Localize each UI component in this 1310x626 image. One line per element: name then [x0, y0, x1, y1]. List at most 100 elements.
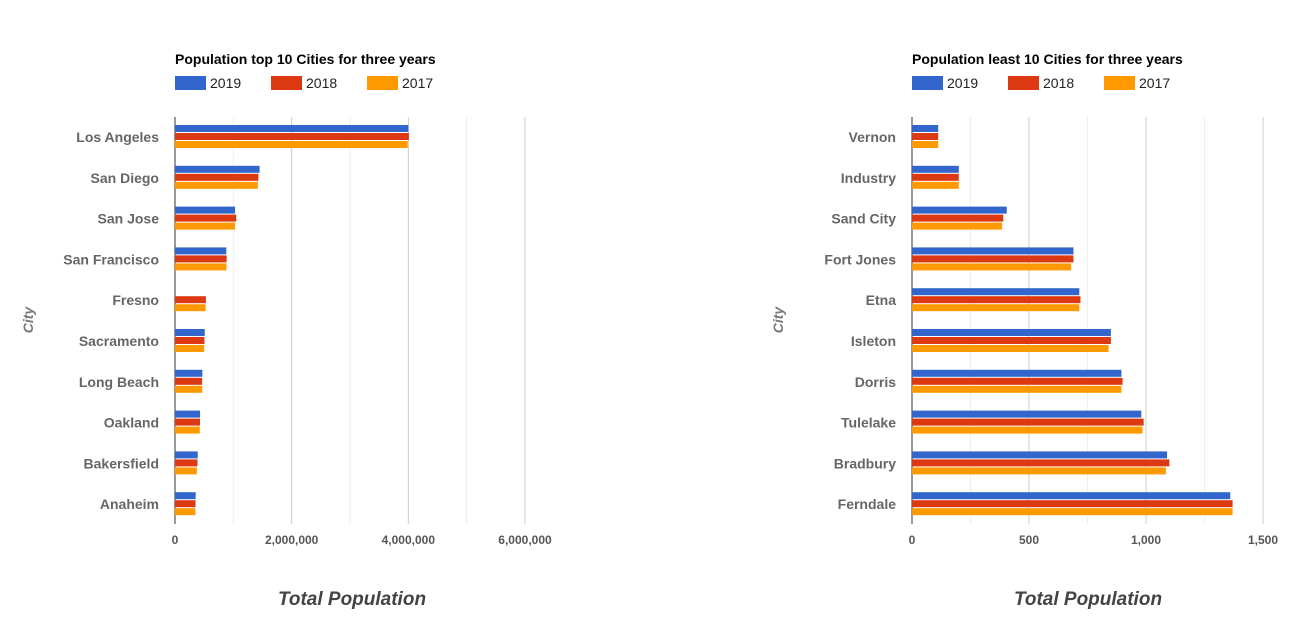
legend-label: 2019	[210, 75, 241, 91]
legend-label: 2019	[947, 75, 978, 91]
category-label: Bradbury	[834, 455, 896, 471]
bar-2019	[175, 247, 227, 255]
bar-2018	[912, 255, 1074, 263]
category-label: San Jose	[98, 211, 160, 227]
bar-2018	[912, 337, 1111, 344]
bar-2017	[175, 508, 196, 516]
legend-swatch-2017	[1104, 76, 1135, 90]
bar-2018	[912, 296, 1081, 304]
category-label: Los Angeles	[76, 129, 159, 145]
bar-2018	[912, 133, 939, 140]
x-axis-title: Total Population	[1014, 589, 1162, 610]
category-label: Sand City	[831, 211, 896, 227]
bar-2019	[912, 329, 1111, 336]
category-label: Dorris	[855, 374, 896, 390]
bar-2019	[175, 206, 236, 214]
bar-2018	[175, 173, 259, 181]
bar-2017	[912, 385, 1122, 393]
bar-2017	[912, 345, 1109, 352]
bar-2018	[912, 500, 1233, 508]
category-label: Industry	[841, 170, 896, 186]
legend-swatch-2017	[367, 76, 398, 90]
category-label: Tulelake	[841, 415, 896, 431]
legend-label: 2017	[1139, 75, 1170, 91]
x-tick-label: 0	[909, 533, 916, 547]
category-label: Isleton	[851, 333, 896, 349]
bar-2018	[175, 500, 196, 508]
bar-2019	[175, 451, 198, 459]
bar-2017	[912, 304, 1080, 312]
bar-2019	[912, 288, 1080, 296]
bar-2018	[912, 214, 1004, 222]
bar-2019	[912, 410, 1142, 418]
x-axis-title: Total Population	[278, 589, 426, 610]
bar-2019	[912, 206, 1007, 214]
category-label: Oakland	[104, 415, 159, 431]
bar-2018	[175, 296, 206, 304]
legend-label: 2018	[1043, 75, 1074, 91]
x-tick-label: 1,000	[1131, 533, 1161, 547]
legend-swatch-2019	[912, 76, 943, 90]
bar-2017	[175, 141, 408, 148]
category-label: Sacramento	[79, 333, 159, 349]
category-label: Fort Jones	[824, 251, 896, 267]
bar-2019	[912, 247, 1074, 255]
bar-2019	[175, 165, 260, 173]
bar-2018	[912, 459, 1170, 467]
bar-2019	[912, 165, 959, 173]
legend-swatch-2019	[175, 76, 206, 90]
bar-2017	[175, 304, 206, 312]
x-tick-label: 0	[172, 533, 179, 547]
category-label: Long Beach	[79, 374, 159, 390]
category-label: San Francisco	[63, 251, 159, 267]
bar-2017	[912, 467, 1166, 475]
bar-2019	[175, 410, 201, 418]
bar-2017	[912, 181, 959, 189]
x-tick-label: 1,500	[1248, 533, 1278, 547]
bar-2018	[912, 418, 1144, 426]
bar-2018	[175, 214, 237, 222]
bar-2018	[912, 173, 959, 181]
bar-2019	[912, 451, 1168, 459]
bar-2019	[912, 492, 1231, 500]
legend-swatch-2018	[271, 76, 302, 90]
chart-title: Population least 10 Cities for three yea…	[912, 51, 1183, 67]
bar-2019	[175, 125, 409, 132]
bar-2017	[175, 345, 205, 352]
category-label: Anaheim	[100, 496, 159, 512]
y-axis-title: City	[20, 306, 36, 334]
category-label: Etna	[866, 292, 897, 308]
bar-2017	[912, 222, 1003, 230]
bar-2018	[175, 255, 227, 263]
bar-2017	[912, 426, 1143, 434]
bar-2018	[175, 418, 200, 426]
bar-2019	[175, 492, 196, 500]
x-tick-label: 2,000,000	[265, 533, 319, 547]
bar-2017	[175, 426, 200, 434]
y-axis-title: City	[770, 306, 786, 334]
legend-label: 2017	[402, 75, 433, 91]
x-tick-label: 500	[1019, 533, 1039, 547]
bar-2019	[912, 369, 1122, 377]
chart-least-10-cities: Population least 10 Cities for three yea…	[770, 51, 1278, 610]
category-label: Vernon	[849, 129, 896, 145]
bar-2017	[175, 467, 197, 475]
bar-2019	[912, 125, 939, 132]
x-tick-label: 4,000,000	[382, 533, 436, 547]
chart-top-10-cities: Population top 10 Cities for three years…	[20, 51, 552, 610]
bar-2018	[175, 459, 198, 467]
legend-label: 2018	[306, 75, 337, 91]
x-tick-label: 6,000,000	[498, 533, 552, 547]
bar-2017	[175, 263, 227, 271]
bar-2018	[175, 377, 203, 385]
chart-title: Population top 10 Cities for three years	[175, 51, 436, 67]
category-label: San Diego	[91, 170, 159, 186]
category-label: Fresno	[112, 292, 159, 308]
bar-2018	[175, 337, 205, 344]
bar-2017	[175, 181, 258, 189]
bar-2019	[175, 329, 205, 336]
category-label: Ferndale	[838, 496, 897, 512]
bar-2019	[175, 369, 203, 377]
bar-2017	[175, 385, 203, 393]
